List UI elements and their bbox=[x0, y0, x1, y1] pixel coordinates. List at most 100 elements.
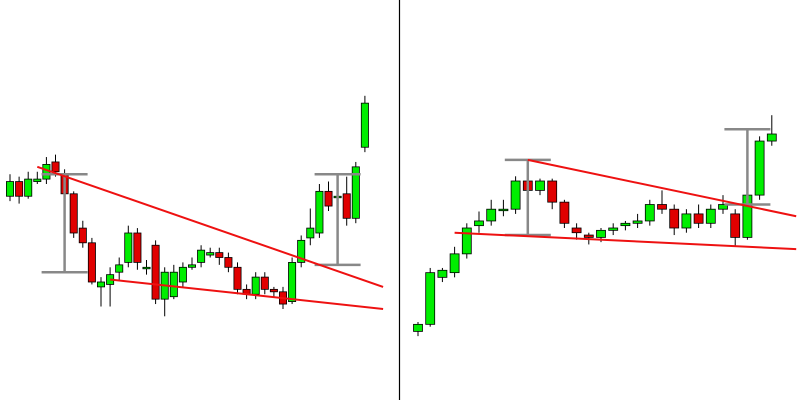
candle-body bbox=[681, 213, 692, 229]
measured-move bbox=[41, 172, 88, 274]
candle-body bbox=[51, 161, 60, 173]
candle bbox=[535, 178, 545, 196]
candle bbox=[547, 178, 558, 210]
candle-body bbox=[705, 208, 716, 224]
candle bbox=[754, 136, 765, 200]
candle-body bbox=[251, 276, 260, 295]
candle-body bbox=[24, 178, 33, 197]
candle bbox=[69, 191, 78, 238]
candle bbox=[449, 246, 460, 278]
candle bbox=[620, 220, 631, 231]
candle-body bbox=[142, 266, 151, 270]
candle bbox=[6, 174, 14, 202]
candle-body bbox=[571, 227, 582, 234]
candle bbox=[306, 208, 315, 246]
candle-body bbox=[437, 269, 448, 278]
candle-body bbox=[97, 281, 106, 288]
candle bbox=[78, 220, 87, 248]
candle-body bbox=[425, 272, 436, 325]
candle bbox=[15, 176, 24, 204]
candle bbox=[486, 199, 497, 226]
candle bbox=[115, 257, 124, 280]
candle-body bbox=[644, 204, 655, 222]
candle-body bbox=[583, 234, 594, 238]
candle bbox=[187, 257, 196, 270]
candle bbox=[437, 267, 448, 283]
candle-body bbox=[324, 190, 333, 207]
candle-body bbox=[535, 180, 545, 191]
trendline bbox=[527, 158, 797, 218]
candle-body bbox=[632, 220, 643, 224]
candle bbox=[730, 209, 741, 247]
candle-body bbox=[6, 181, 14, 197]
candle-body bbox=[69, 193, 78, 234]
candle bbox=[315, 184, 324, 238]
candle bbox=[97, 277, 106, 307]
candle bbox=[360, 95, 369, 153]
candle-body bbox=[224, 257, 233, 268]
candle-body bbox=[315, 190, 324, 234]
candle-body bbox=[449, 253, 460, 274]
candle-body bbox=[360, 102, 369, 148]
right-chart-panel bbox=[413, 115, 797, 337]
candle bbox=[632, 213, 643, 228]
candle-body bbox=[124, 232, 133, 263]
candle-body bbox=[151, 244, 160, 300]
candle-body bbox=[215, 252, 224, 258]
trendline bbox=[454, 231, 797, 251]
candle-body bbox=[730, 213, 741, 238]
candle-body bbox=[233, 266, 242, 290]
candle bbox=[669, 204, 680, 236]
candle-body bbox=[608, 227, 619, 231]
candle bbox=[693, 204, 704, 228]
candle-body bbox=[754, 140, 765, 196]
candle-body bbox=[169, 271, 178, 298]
candle bbox=[215, 247, 224, 265]
candle bbox=[87, 237, 96, 285]
candle-body bbox=[559, 201, 570, 224]
candle bbox=[705, 204, 716, 228]
candle-body bbox=[693, 213, 704, 224]
candle-body bbox=[78, 227, 87, 244]
candle-body bbox=[718, 204, 728, 210]
candle-body bbox=[461, 227, 472, 255]
candle bbox=[644, 199, 655, 226]
candle-body bbox=[486, 208, 497, 222]
candle bbox=[33, 171, 42, 184]
candle bbox=[608, 223, 619, 236]
candle bbox=[242, 284, 251, 300]
candle bbox=[718, 195, 728, 214]
candle-body bbox=[596, 229, 606, 238]
candle bbox=[133, 228, 142, 270]
candle bbox=[224, 252, 233, 273]
candle bbox=[197, 245, 206, 268]
candle bbox=[233, 262, 242, 295]
candle-body bbox=[33, 178, 42, 182]
candle-body bbox=[297, 239, 306, 263]
candle bbox=[160, 267, 169, 317]
candle bbox=[151, 240, 160, 305]
candle-body bbox=[657, 204, 667, 210]
candle-body bbox=[351, 166, 360, 219]
candle bbox=[24, 171, 33, 199]
candle-body bbox=[620, 222, 631, 227]
candle-body bbox=[474, 220, 484, 227]
candle bbox=[260, 272, 269, 295]
candle-body bbox=[87, 242, 96, 283]
candle bbox=[169, 264, 178, 300]
candle bbox=[351, 161, 360, 224]
candle bbox=[288, 257, 297, 305]
candle-body bbox=[498, 208, 509, 212]
candle bbox=[425, 267, 436, 327]
candle-body bbox=[342, 193, 351, 219]
candle bbox=[206, 247, 215, 258]
candle-body bbox=[260, 276, 269, 290]
candle bbox=[269, 286, 278, 297]
measured-move bbox=[724, 128, 771, 206]
candle bbox=[657, 190, 667, 214]
candle-body bbox=[766, 133, 777, 142]
trendline bbox=[109, 278, 384, 310]
candle bbox=[766, 115, 777, 146]
